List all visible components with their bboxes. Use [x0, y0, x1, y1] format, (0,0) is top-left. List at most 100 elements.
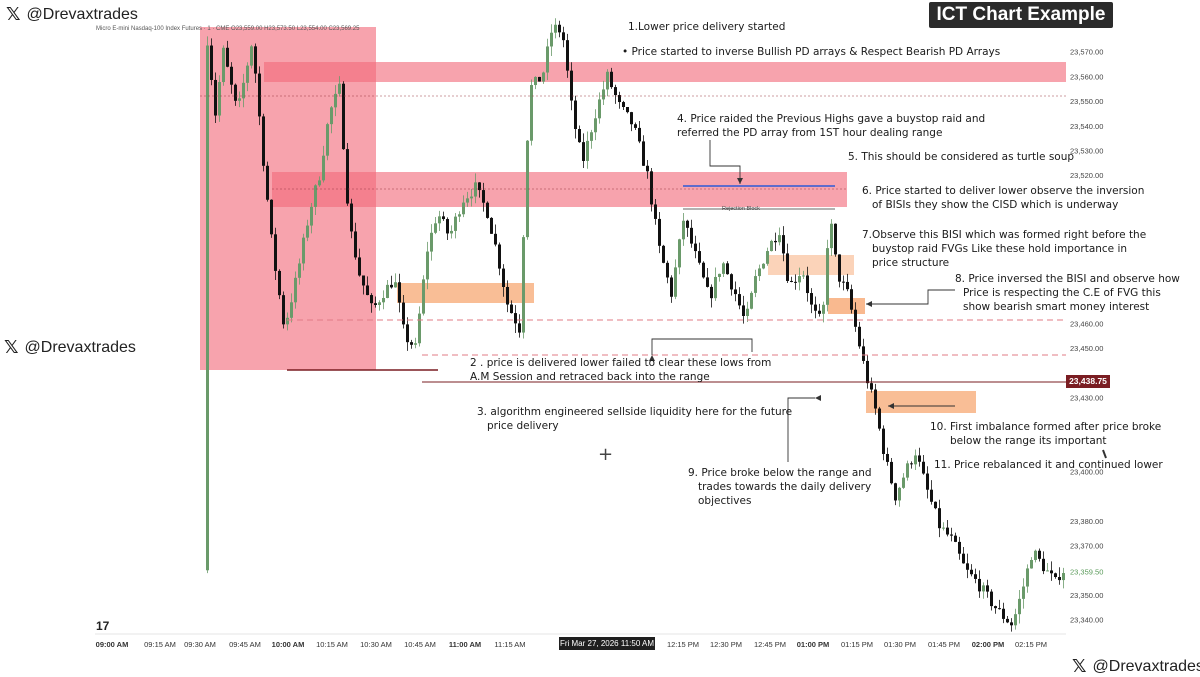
- candle-body: [470, 196, 473, 199]
- candle-body: [370, 295, 373, 304]
- candle: [370, 293, 373, 313]
- candle: [442, 211, 445, 221]
- y-tick-label: 23,460.00: [1070, 319, 1103, 328]
- candle: [738, 287, 741, 310]
- candle: [230, 62, 233, 94]
- x-tick-label: 09:15 AM: [144, 640, 176, 649]
- candle-body: [218, 82, 221, 116]
- candle-body: [1022, 586, 1025, 599]
- candle: [1014, 608, 1017, 630]
- candle: [318, 176, 321, 187]
- candle-body: [926, 473, 929, 490]
- candle-body: [430, 232, 433, 252]
- candle: [610, 67, 613, 89]
- x-tick-label: 10:45 AM: [404, 640, 436, 649]
- candle-body: [478, 182, 481, 191]
- candle: [774, 232, 777, 251]
- candle: [542, 71, 545, 84]
- candle: [974, 568, 977, 584]
- candle-body: [670, 277, 673, 297]
- candle-body: [418, 313, 421, 344]
- candle: [250, 44, 253, 69]
- candle-body: [302, 237, 305, 264]
- annotation-9: 9. Price broke below the range and trade…: [688, 466, 872, 508]
- candle-body: [754, 276, 757, 293]
- candle-body: [410, 342, 413, 345]
- candle: [210, 38, 213, 86]
- x-tick-label: 10:15 AM: [316, 640, 348, 649]
- candle-body: [206, 45, 209, 571]
- candle-body: [490, 217, 493, 234]
- candle: [562, 26, 565, 48]
- candle: [746, 301, 749, 322]
- candle: [238, 91, 241, 108]
- candle: [234, 83, 237, 106]
- y-tick-label: 23,450.00: [1070, 344, 1103, 353]
- x-logo-icon: 𝕏: [1072, 656, 1087, 677]
- candle-body: [210, 45, 213, 80]
- annotation-8-line1: 8. Price inversed the BISI and observe h…: [955, 273, 1180, 285]
- candle: [302, 233, 305, 271]
- candle: [762, 263, 765, 270]
- x-tick-label: 09:00 AM: [96, 640, 129, 649]
- candle: [978, 570, 981, 598]
- candle-body: [618, 95, 621, 103]
- candle: [538, 76, 541, 82]
- candle-body: [570, 70, 573, 101]
- x-tick-label: 12:45 PM: [754, 640, 786, 649]
- candle: [714, 267, 717, 301]
- candle: [346, 143, 349, 206]
- candle: [878, 406, 881, 431]
- candle: [898, 486, 901, 507]
- candle-body: [446, 219, 449, 234]
- candle-body: [954, 535, 957, 542]
- candle: [906, 460, 909, 481]
- candle: [494, 224, 497, 247]
- candle: [930, 480, 933, 505]
- candle: [606, 69, 609, 97]
- candle: [658, 211, 661, 254]
- annotation-3-line1: 3. algorithm engineered sellside liquidi…: [477, 406, 793, 418]
- annotation-10-line1: 10. First imbalance formed after price b…: [930, 421, 1162, 433]
- candle-body: [958, 541, 961, 554]
- candle: [438, 210, 441, 231]
- candle-body: [1010, 622, 1013, 626]
- candle: [594, 109, 597, 141]
- candle-body: [806, 275, 809, 294]
- candle: [486, 201, 489, 219]
- candle-body: [1030, 559, 1033, 569]
- rejection-block-label: Rejection Block: [722, 206, 760, 212]
- candle: [910, 461, 913, 469]
- candle: [854, 302, 857, 332]
- arrow-to-am-lows-head: [649, 355, 655, 361]
- candle: [922, 455, 925, 475]
- candle: [218, 75, 221, 122]
- candle-body: [862, 346, 865, 361]
- candle: [566, 33, 569, 78]
- candle: [426, 241, 429, 290]
- candle-body: [1042, 558, 1045, 572]
- arrow-to-buyside-high-head: [737, 178, 743, 184]
- candle: [278, 269, 281, 300]
- x-tick-label: 01:30 PM: [884, 640, 916, 649]
- candle: [754, 269, 757, 298]
- candle: [838, 254, 841, 288]
- candle-body: [894, 483, 897, 501]
- candle-body: [742, 305, 745, 317]
- candle-body: [506, 286, 509, 305]
- candle-body: [962, 553, 965, 564]
- candle-body: [782, 235, 785, 254]
- candle: [294, 271, 297, 309]
- candle-body: [234, 84, 237, 101]
- candle: [410, 339, 413, 349]
- candle-body: [998, 608, 1001, 610]
- candle: [258, 66, 261, 126]
- candle-body: [390, 284, 393, 288]
- candle-body: [310, 206, 313, 226]
- candle-body: [538, 76, 541, 82]
- candle: [846, 273, 849, 292]
- candle: [726, 261, 729, 275]
- current-price-tag: 23,438.75: [1066, 375, 1110, 388]
- candle: [942, 522, 945, 531]
